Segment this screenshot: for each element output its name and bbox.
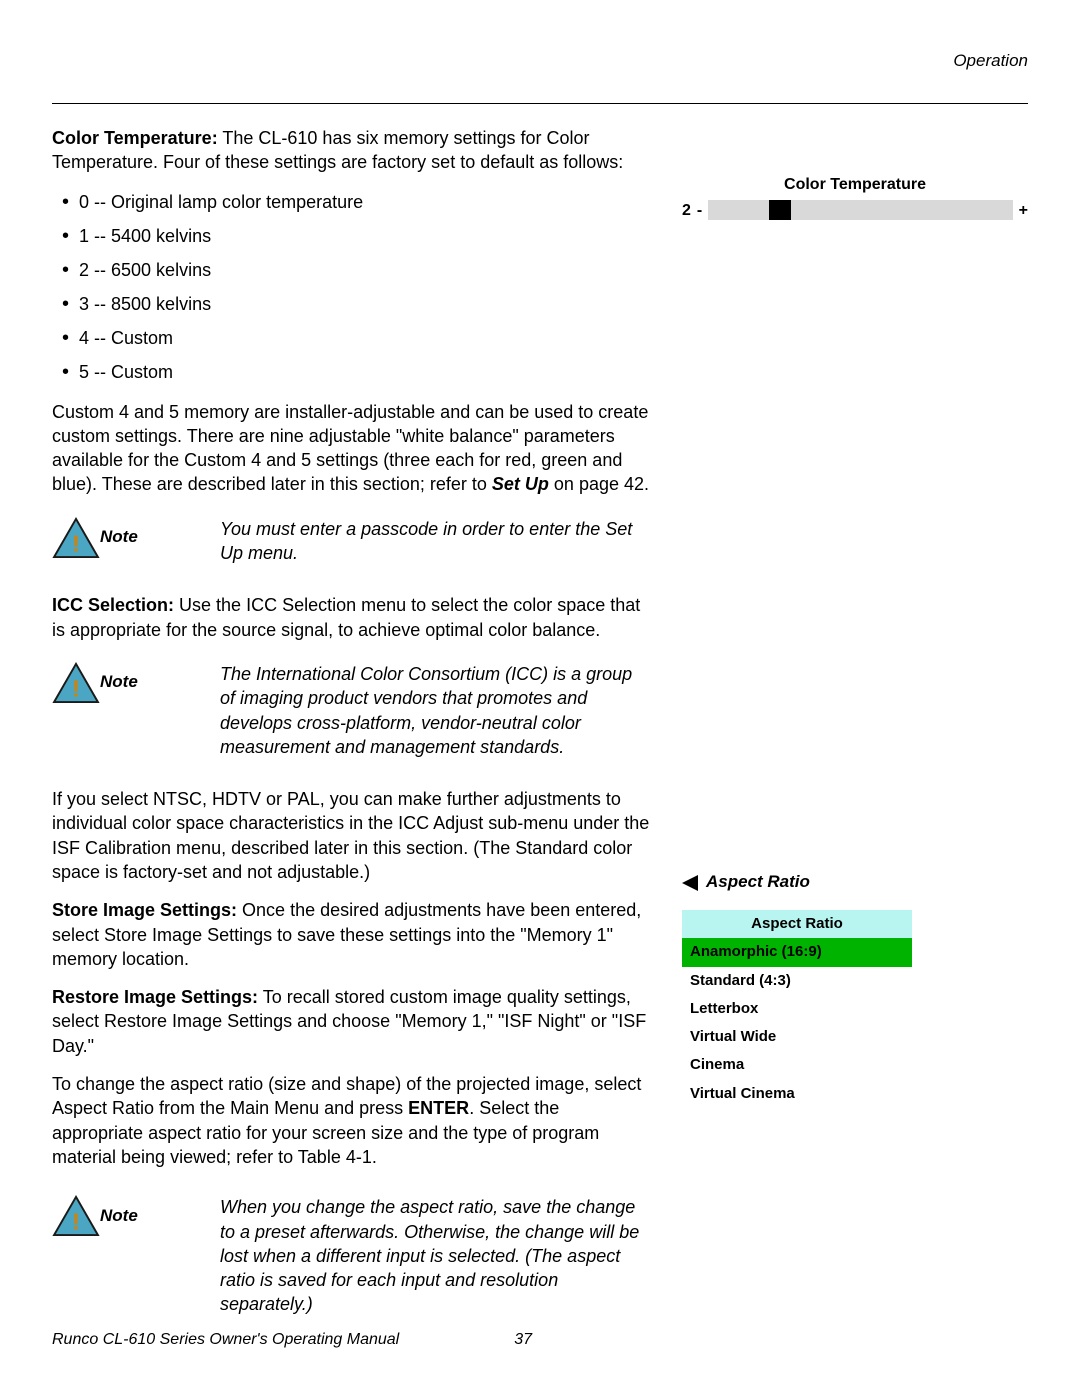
ct-plus[interactable]: + [1019,200,1028,222]
main-content: Color Temperature: The CL-610 has six me… [52,126,652,1345]
color-temp-intro: Color Temperature: The CL-610 has six me… [52,126,652,175]
store-para: Store Image Settings: Once the desired a… [52,898,652,971]
ct-item: 2 -- 6500 kelvins [62,257,652,284]
note-label: Note [100,526,138,549]
ct-item: 5 -- Custom [62,359,652,386]
aspect-option[interactable]: Virtual Wide [682,1023,912,1051]
icc-para: ICC Selection: Use the ICC Selection men… [52,593,652,642]
color-temp-heading: Color Temperature: [52,128,218,148]
warning-icon: ! [52,1195,100,1237]
aspect-menu-header: Aspect Ratio [682,910,912,938]
header-rule [52,103,1028,104]
store-heading: Store Image Settings: [52,900,237,920]
ct-slider-marker[interactable] [769,200,791,220]
note-text: You must enter a passcode in order to en… [220,517,652,566]
ct-slider-bar[interactable] [708,200,1012,220]
note-block-2: ! Note The International Color Consortiu… [52,662,652,759]
restore-heading: Restore Image Settings: [52,987,258,1007]
aspect-side-label: Aspect Ratio [682,871,1028,894]
custom-para-2: on page 42. [549,474,649,494]
footer-title: Runco CL-610 Series Owner's Operating Ma… [52,1329,399,1351]
note-label: Note [100,1205,138,1228]
aspect-option[interactable]: Letterbox [682,995,912,1023]
aspect-enter: ENTER [408,1098,469,1118]
color-temp-list: 0 -- Original lamp color temperature 1 -… [52,189,652,386]
side-content: Color Temperature 2 - + Aspect Ratio Asp… [682,126,1028,1345]
note-block-3: ! Note When you change the aspect ratio,… [52,1195,652,1316]
note-block-1: ! Note You must enter a passcode in orde… [52,517,652,566]
svg-text:!: ! [72,530,80,556]
arrow-left-icon [682,875,698,891]
ct-widget-title: Color Temperature [682,174,1028,196]
custom-para-setup: Set Up [492,474,549,494]
aspect-menu: Aspect Ratio Anamorphic (16:9) Standard … [682,910,912,1108]
ct-item: 1 -- 5400 kelvins [62,223,652,250]
svg-text:!: ! [72,1209,80,1235]
aspect-option[interactable]: Cinema [682,1051,912,1079]
warning-icon: ! [52,662,100,704]
aspect-option[interactable]: Standard (4:3) [682,967,912,995]
aspect-option[interactable]: Virtual Cinema [682,1080,912,1108]
note-label: Note [100,671,138,694]
aspect-option[interactable]: Anamorphic (16:9) [682,938,912,966]
icc-heading: ICC Selection: [52,595,174,615]
custom-para: Custom 4 and 5 memory are installer-adju… [52,400,652,497]
header-section: Operation [52,50,1028,73]
aspect-label-text: Aspect Ratio [706,871,810,894]
color-temp-widget: Color Temperature 2 - + [682,174,1028,221]
ct-item: 4 -- Custom [62,325,652,352]
ct-value: 2 [682,200,691,222]
ct-item: 3 -- 8500 kelvins [62,291,652,318]
note-text: The International Color Consortium (ICC)… [220,662,652,759]
svg-text:!: ! [72,675,80,701]
footer-page: 37 [514,1329,532,1351]
aspect-para: To change the aspect ratio (size and sha… [52,1072,652,1169]
icc-para-2: If you select NTSC, HDTV or PAL, you can… [52,787,652,884]
ct-item: 0 -- Original lamp color temperature [62,189,652,216]
ct-minus[interactable]: - [697,200,702,222]
note-text: When you change the aspect ratio, save t… [220,1195,652,1316]
restore-para: Restore Image Settings: To recall stored… [52,985,652,1058]
warning-icon: ! [52,517,100,559]
footer: Runco CL-610 Series Owner's Operating Ma… [52,1329,1028,1351]
